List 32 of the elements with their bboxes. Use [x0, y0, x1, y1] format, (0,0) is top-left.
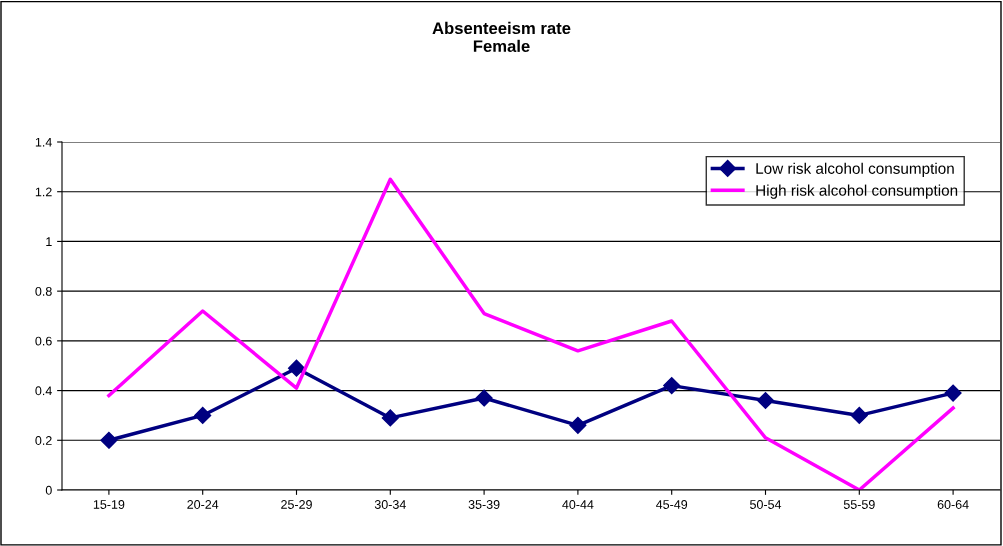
- point: [569, 416, 587, 434]
- x-tick-label: 55-59: [843, 500, 875, 509]
- x-tick-label: 60-64: [937, 500, 969, 509]
- point: [756, 391, 775, 410]
- x-tick-label: 40-44: [562, 500, 594, 509]
- y-tick-label: 0.8: [35, 286, 52, 296]
- y-tick-label: 1.4: [35, 137, 52, 147]
- point: [100, 431, 118, 449]
- x-tick-label: 30-34: [374, 500, 406, 509]
- y-tick-label: 0: [45, 485, 52, 495]
- point: [194, 406, 212, 424]
- y-tick-label: 0.6: [35, 336, 52, 346]
- x-tick-label: 20-24: [187, 500, 219, 509]
- y-tick-label: 0.2: [35, 436, 52, 445]
- x-tick-label: 25-29: [281, 500, 312, 509]
- line-series: [107, 177, 955, 490]
- point: [944, 384, 962, 402]
- point: [475, 389, 493, 407]
- legend-label: High risk alcohol consumption: [756, 184, 958, 199]
- chart-title: Absenteeism rate Female: [432, 21, 571, 53]
- point: [381, 409, 399, 427]
- legend-label: Low risk alcohol consumption: [756, 162, 954, 177]
- x-tick-label: 45-49: [656, 500, 688, 509]
- x-tick-label: 15-19: [93, 500, 125, 509]
- point: [287, 359, 306, 377]
- point: [663, 377, 681, 395]
- y-tick-label: 0.4: [35, 386, 52, 396]
- y-tick-label: 1.2: [35, 187, 52, 197]
- point: [850, 406, 868, 424]
- x-tick-label: 35-39: [468, 500, 500, 509]
- y-tick-label: 1: [46, 237, 52, 246]
- x-tick-label: 50-54: [750, 500, 782, 509]
